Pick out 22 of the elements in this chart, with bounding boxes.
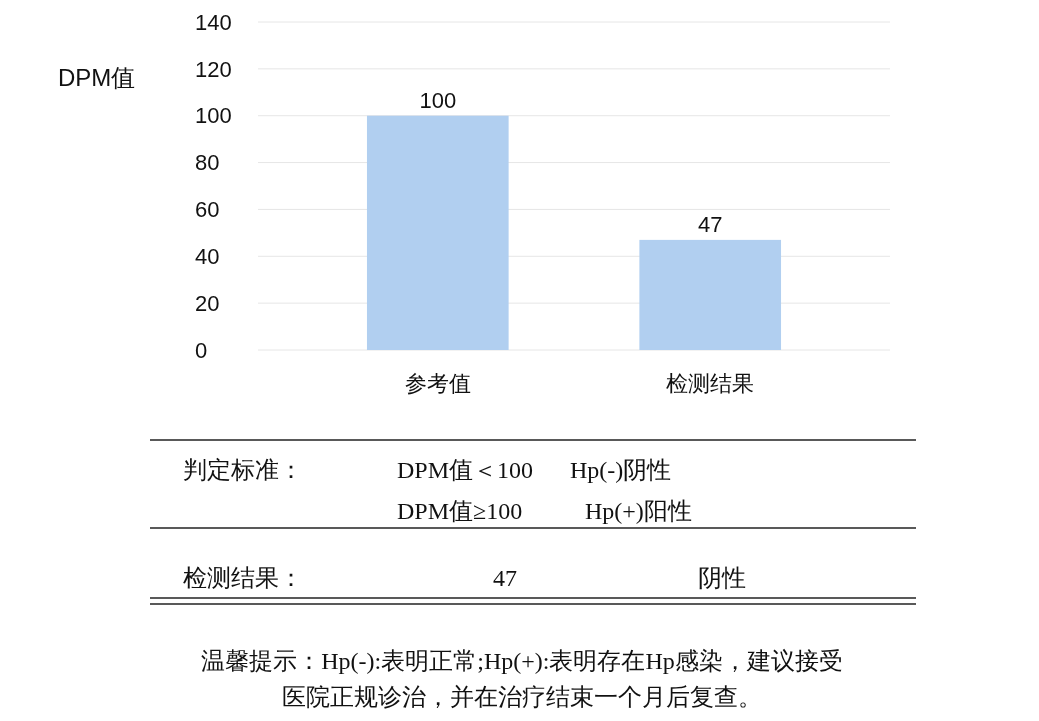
text: DPM值≥100 <box>397 498 523 525</box>
data-label: 47 <box>697 211 723 237</box>
text: Hp(+)阳性 <box>585 498 692 525</box>
x-tick-label: 参考值 <box>404 370 471 396</box>
y-tick-label: 140 <box>195 9 232 35</box>
text: 阴性 <box>698 565 746 592</box>
text: 温馨提示：Hp(-):表明正常;Hp(+):表明存在Hp感染，建议接受医院正规诊治，并在治疗结束一个月后复查。 <box>201 648 843 711</box>
y-tick-label: 0 <box>195 337 208 363</box>
y-tick-label: 80 <box>195 150 220 176</box>
text: 47 <box>493 565 517 592</box>
y-tick-label: 60 <box>195 197 220 223</box>
text: 检测结果： <box>183 565 303 592</box>
y-tick-label: 100 <box>195 103 232 129</box>
y-tick-label: 20 <box>195 290 220 316</box>
data-label: 100 <box>419 87 457 113</box>
y-tick-label: 120 <box>195 56 232 82</box>
x-tick-label: 检测结果 <box>666 370 755 396</box>
text: 判定标准： <box>183 457 303 484</box>
y-axis-title: DPM值 <box>58 64 136 92</box>
text: DPM值＜100 <box>397 457 534 484</box>
y-tick-label: 40 <box>195 243 220 269</box>
text: Hp(-)阴性 <box>570 457 672 484</box>
